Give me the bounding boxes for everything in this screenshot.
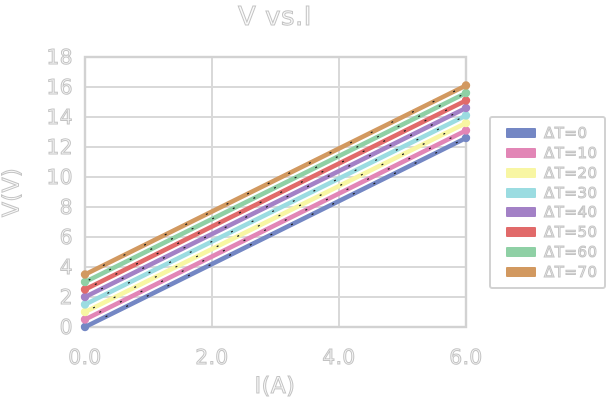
series-line (82, 135, 469, 330)
legend-item: ΔT=20 (491, 163, 604, 182)
series-line (82, 105, 469, 300)
series-end-marker (461, 96, 471, 105)
series-start-marker (80, 292, 90, 302)
y-tick-label: 2 (59, 285, 73, 309)
legend-box: ΔT=0 ΔT=10 ΔT=20 ΔT=30 ΔT=40 ΔT=50 ΔT=60 ΔT=70 (489, 116, 606, 289)
legend-swatch (506, 167, 536, 178)
legend-swatch (506, 227, 536, 238)
legend-label: ΔT=30 (544, 183, 598, 202)
series-end-marker (461, 118, 471, 128)
series-end-marker (461, 133, 471, 143)
series-line (82, 128, 469, 322)
series-dotted-overlay (84, 92, 467, 283)
y-tick-label: 8 (59, 195, 73, 219)
legend-item: ΔT=10 (491, 143, 604, 162)
legend-item: ΔT=70 (491, 263, 604, 282)
y-tick-label: 12 (46, 135, 73, 159)
y-tick-label: 6 (59, 225, 73, 249)
series-end-marker (461, 81, 471, 90)
series-start-marker (80, 300, 90, 309)
series-line (82, 120, 469, 315)
x-tick-label: 6.0 (449, 345, 483, 369)
legend-label: ΔT=10 (544, 143, 598, 162)
series-start-marker (80, 307, 90, 317)
legend-item: ΔT=0 (491, 123, 604, 142)
series-end-marker (461, 103, 471, 113)
series-line (82, 83, 469, 277)
legend-item: ΔT=60 (491, 243, 604, 262)
series-end-marker (461, 111, 471, 120)
legend-item: ΔT=40 (491, 203, 604, 222)
x-tick-label: 4.0 (322, 345, 356, 369)
y-tick-label: 0 (59, 315, 73, 339)
legend-label: ΔT=20 (544, 163, 598, 182)
legend-swatch (506, 267, 536, 278)
x-tick-label: 0.0 (68, 345, 102, 369)
series-start-marker (80, 285, 90, 294)
legend-swatch (506, 247, 536, 258)
y-axis-label: V(V) (0, 167, 25, 218)
series-start-marker (80, 277, 90, 287)
chart-title: V vs.I (238, 2, 312, 33)
x-axis-label: I(A) (254, 374, 296, 400)
legend-swatch (506, 147, 536, 158)
legend-label: ΔT=40 (544, 203, 598, 222)
y-tick-label: 10 (46, 165, 73, 189)
legend-swatch (506, 207, 536, 218)
plot-border (83, 55, 468, 329)
legend-label: ΔT=0 (544, 123, 588, 142)
legend-item: ΔT=50 (491, 223, 604, 242)
y-tick-label: 4 (59, 255, 73, 279)
legend-label: ΔT=60 (544, 243, 598, 262)
legend-label: ΔT=50 (544, 223, 598, 242)
y-tick-label: 18 (46, 45, 73, 69)
y-tick-label: 16 (46, 75, 73, 99)
series-line (82, 98, 469, 292)
series-dotted-overlay (84, 137, 467, 328)
legend-item: ΔT=30 (491, 183, 604, 202)
series-end-marker (461, 126, 471, 135)
legend-swatch (506, 127, 536, 138)
series-dotted-overlay (84, 122, 467, 313)
legend-swatch (506, 187, 536, 198)
series-start-marker (80, 315, 90, 324)
series-end-marker (461, 88, 471, 98)
series-start-marker (80, 322, 90, 332)
legend-label: ΔT=70 (544, 263, 598, 282)
x-tick-label: 2.0 (195, 345, 229, 369)
series-line (82, 113, 469, 307)
series-start-marker (80, 270, 90, 279)
y-tick-label: 14 (46, 105, 73, 129)
